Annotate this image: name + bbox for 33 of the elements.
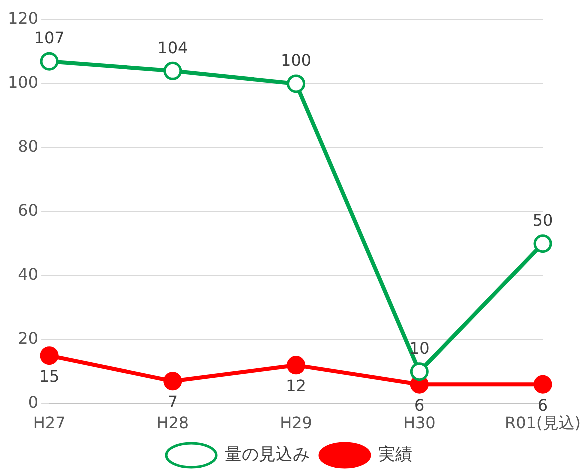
- point: [534, 375, 552, 394]
- data-label: 100: [281, 51, 312, 70]
- point: [164, 372, 182, 391]
- data-label: 6: [414, 396, 425, 415]
- data-label: 107: [34, 28, 65, 48]
- point: [534, 234, 552, 254]
- data-label: 7: [168, 392, 178, 412]
- data-label: 15: [39, 366, 60, 386]
- legend-label: 量の見込み: [225, 444, 310, 465]
- y-tick-label: 0: [28, 392, 39, 412]
- x-tick-label: H30: [403, 414, 436, 433]
- y-tick-label: 40: [18, 265, 39, 284]
- x-tick-label: R01(見込): [505, 414, 582, 433]
- point: [410, 362, 429, 382]
- data-label: 10: [409, 338, 430, 358]
- x-tick-label: H28: [156, 414, 190, 433]
- y-tick-label: 60: [18, 201, 39, 220]
- legend-label: 実績: [378, 444, 412, 465]
- point: [40, 346, 59, 366]
- point: [40, 52, 59, 71]
- point: [164, 62, 182, 80]
- y-tick-label: 20: [18, 328, 39, 348]
- y-tick-label: 80: [18, 137, 39, 156]
- data-label: 12: [286, 376, 306, 396]
- x-tick-label: H27: [33, 414, 66, 433]
- point: [287, 74, 306, 94]
- y-tick-label: 100: [8, 73, 39, 92]
- data-label: 6: [538, 396, 548, 415]
- x-tick-label: H29: [280, 414, 312, 433]
- y-tick-label: 120: [8, 9, 39, 28]
- data-label: 50: [532, 211, 554, 230]
- point: [287, 356, 306, 375]
- data-label: 104: [158, 38, 188, 58]
